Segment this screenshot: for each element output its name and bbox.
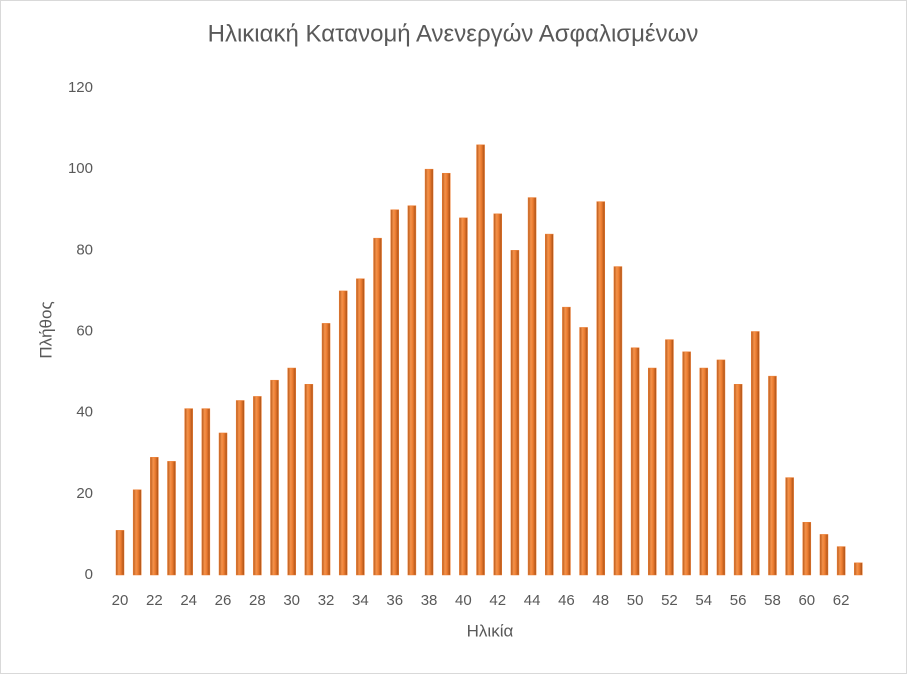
- bar: [819, 534, 829, 576]
- bar: [356, 278, 365, 576]
- bar: [253, 396, 262, 576]
- x-tick-label: 36: [386, 592, 403, 609]
- y-tick-label: 40: [76, 404, 93, 421]
- bar: [562, 306, 571, 576]
- bar: [424, 168, 434, 576]
- x-tick-label: 54: [695, 592, 712, 609]
- bar: [751, 331, 760, 576]
- bar: [441, 172, 451, 576]
- x-tick-label: 56: [730, 592, 747, 609]
- bar: [716, 359, 726, 576]
- bar: [270, 379, 279, 576]
- x-tick-label: 62: [833, 592, 850, 609]
- bar: [321, 323, 331, 576]
- x-tick-label: 38: [421, 592, 438, 609]
- x-tick-label: 48: [592, 592, 609, 609]
- bar: [201, 408, 211, 576]
- bar: [630, 347, 640, 576]
- bar: [768, 375, 777, 576]
- bar: [579, 327, 588, 576]
- x-tick-label: 50: [627, 592, 644, 609]
- x-tick-label: 58: [764, 592, 781, 609]
- y-axis-label: Πλήθος: [36, 301, 55, 358]
- bar: [132, 489, 142, 576]
- bar: [802, 521, 812, 576]
- bar: [854, 562, 863, 576]
- bar: [184, 408, 193, 576]
- bar: [545, 233, 554, 576]
- y-tick-label: 80: [76, 241, 93, 258]
- x-axis-label: Ηλικία: [467, 621, 514, 640]
- bar: [304, 384, 314, 576]
- y-tick-label: 60: [76, 322, 93, 339]
- y-tick-label: 0: [85, 566, 93, 583]
- bar: [785, 477, 794, 576]
- x-tick-label: 26: [215, 592, 232, 609]
- y-tick-label: 20: [76, 485, 93, 502]
- bar: [476, 144, 485, 576]
- x-tick-label: 44: [524, 592, 541, 609]
- bar: [665, 339, 674, 576]
- bar: [407, 205, 417, 576]
- bar: [836, 546, 846, 576]
- x-tick-label: 20: [112, 592, 129, 609]
- bar: [682, 351, 691, 576]
- bar: [527, 197, 537, 576]
- bar: [235, 400, 245, 576]
- x-tick-label: 60: [798, 592, 815, 609]
- bar: [493, 213, 502, 576]
- x-tick-label: 34: [352, 592, 369, 609]
- bar: [373, 237, 382, 576]
- x-tick-label: 42: [489, 592, 506, 609]
- bar: [167, 461, 176, 576]
- bar: [218, 432, 228, 576]
- bar: [699, 367, 709, 576]
- bar: [150, 457, 159, 576]
- bar: [510, 250, 520, 576]
- bar: [733, 384, 743, 576]
- bar: [390, 209, 399, 576]
- x-tick-label: 32: [318, 592, 335, 609]
- x-tick-label: 24: [180, 592, 197, 609]
- x-tick-label: 22: [146, 592, 163, 609]
- bar: [459, 217, 468, 576]
- x-tick-label: 30: [283, 592, 300, 609]
- chart-title: Ηλικιακή Κατανομή Ανενεργών Ασφαλισμένων: [208, 20, 699, 47]
- bar: [338, 290, 348, 576]
- bar: [596, 201, 606, 576]
- y-tick-label: 100: [68, 160, 93, 177]
- x-tick-label: 28: [249, 592, 266, 609]
- bar: [613, 266, 623, 576]
- x-tick-label: 40: [455, 592, 472, 609]
- x-tick-label: 52: [661, 592, 678, 609]
- bar: [287, 367, 296, 576]
- y-tick-label: 120: [68, 79, 93, 96]
- x-tick-label: 46: [558, 592, 575, 609]
- bar: [648, 367, 657, 576]
- bar: [115, 530, 125, 576]
